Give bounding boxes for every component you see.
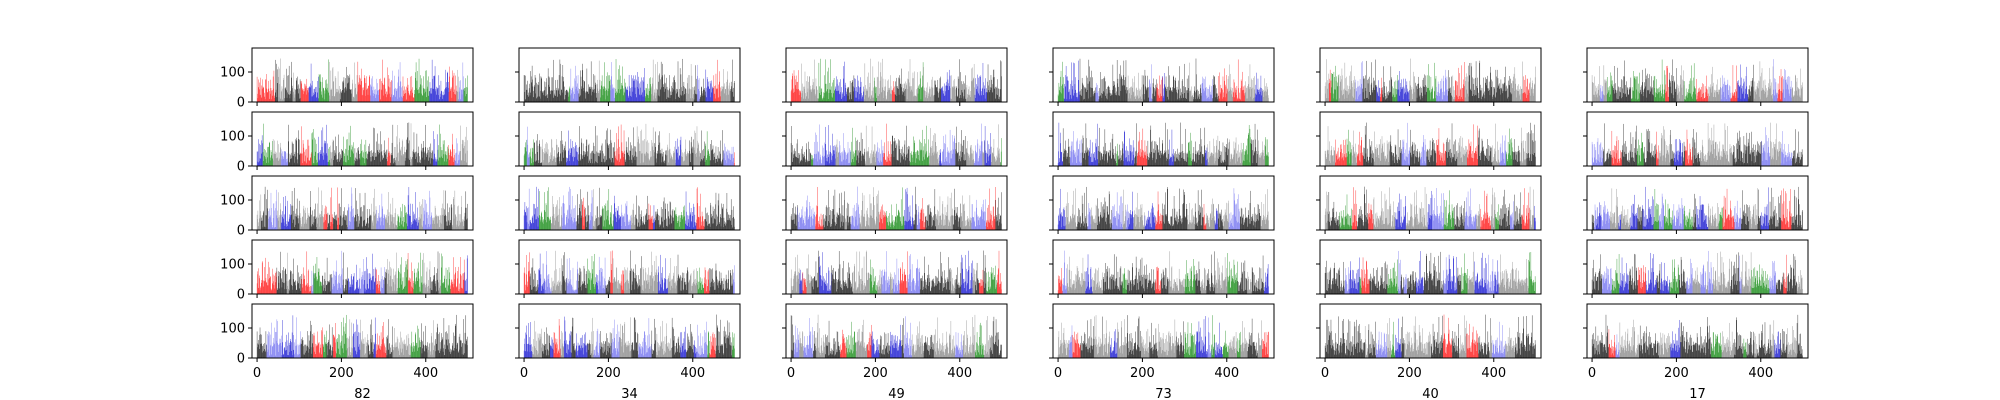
panel-frame <box>1586 47 1809 103</box>
panel-frame <box>785 47 1008 103</box>
y-tick-label: 100 <box>220 66 245 81</box>
panel-r1-c4 <box>1049 47 1275 106</box>
panel-frame <box>518 47 741 103</box>
panel-frame <box>1319 47 1542 103</box>
y-tick-label: 0 <box>237 160 245 175</box>
panel-r1-c5 <box>1316 47 1542 106</box>
bars <box>256 122 468 166</box>
bars <box>256 58 468 102</box>
panel-frame <box>251 47 474 103</box>
panel-r2-c2 <box>515 111 741 170</box>
panel-r2-c1: 0 100 <box>220 111 474 175</box>
panel-r1-c3 <box>782 47 1008 106</box>
panel-frame <box>518 111 741 167</box>
panel-frame <box>785 111 1008 167</box>
bars <box>523 58 735 102</box>
panel-frame <box>1052 47 1275 103</box>
bars <box>1591 59 1803 102</box>
bars <box>523 123 735 166</box>
panel-r2-c3 <box>782 111 1008 170</box>
bars <box>1057 58 1269 102</box>
bars <box>790 58 1002 102</box>
y-tick-label: 100 <box>220 130 245 145</box>
panel-r1-c2 <box>515 47 741 106</box>
panel-r1-c1: 0 100 <box>220 47 474 111</box>
bars <box>1057 122 1269 166</box>
panel-frame <box>251 111 474 167</box>
bars <box>790 123 1002 166</box>
y-tick-label: 0 <box>237 96 245 111</box>
panel-r1-c6 <box>1583 47 1809 106</box>
bars <box>1324 58 1536 102</box>
panel-r2-c4 <box>1049 111 1275 170</box>
